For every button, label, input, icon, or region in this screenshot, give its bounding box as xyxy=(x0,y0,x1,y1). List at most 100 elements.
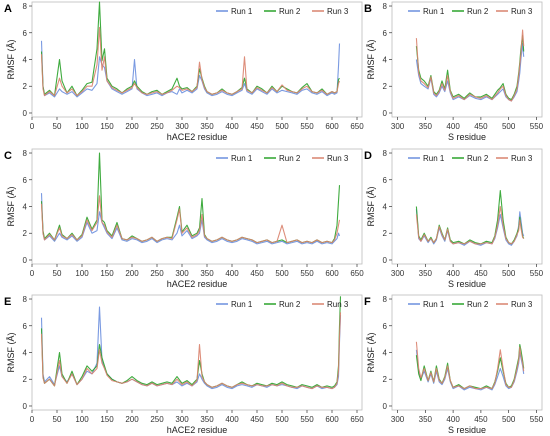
panel-b-y-tick-label: 6 xyxy=(383,29,388,38)
panel-a-x-tick-label: 250 xyxy=(150,122,164,131)
panel-d-legend-label: Run 3 xyxy=(511,154,533,163)
panel-a-plot-frame xyxy=(31,1,363,118)
panel-d-legend: Run 1 Run 2 Run 3 xyxy=(408,154,533,163)
panel-e-legend-label: Run 1 xyxy=(231,300,253,309)
panel-d-plot-frame xyxy=(391,148,543,265)
panel-d-y-axis-title: RMSF (Å) xyxy=(366,187,376,227)
panel-f-letter: F xyxy=(364,296,371,308)
panel-a-x-tick-label: 500 xyxy=(275,122,289,131)
panel-c-x-tick-label: 650 xyxy=(350,269,364,278)
panel-a-x-tick-label: 450 xyxy=(250,122,264,131)
panel-d-x-tick-label: 350 xyxy=(419,269,433,278)
panel-f-x-tick-label: 350 xyxy=(419,415,433,424)
panel-f-series-run-3 xyxy=(415,341,525,390)
panel-e-x-tick-label: 50 xyxy=(53,415,62,424)
panel-a-x-tick-label: 100 xyxy=(75,122,89,131)
panel-e-y-tick-label: 6 xyxy=(23,322,28,331)
panel-e-plot-frame xyxy=(31,294,363,411)
panel-a-x-tick-label: 0 xyxy=(30,122,35,131)
panel-e-series-run-1 xyxy=(40,306,342,390)
panel-b: B 300 350 400 450 500 550 0 2 4 6 8 S residue RMSF (Å… xyxy=(364,1,544,142)
panel-a-y-axis-title: RMSF (Å) xyxy=(6,40,16,80)
panel-d-letter: D xyxy=(364,150,372,162)
panel-b-y-tick-label: 8 xyxy=(383,2,388,11)
panel-f-y-tick-label: 6 xyxy=(383,322,388,331)
panel-f-series-run-1 xyxy=(415,349,525,391)
panel-a-x-tick-label: 400 xyxy=(225,122,239,131)
panel-d-x-tick-label: 550 xyxy=(530,269,544,278)
panel-a-legend-label: Run 2 xyxy=(279,7,301,16)
panel-c-x-tick-label: 250 xyxy=(150,269,164,278)
panel-d-legend-label: Run 1 xyxy=(423,154,445,163)
panel-e-x-tick-label: 450 xyxy=(250,415,264,424)
panel-e-legend: Run 1 Run 2 Run 3 xyxy=(216,300,349,309)
panel-c-x-tick-label: 150 xyxy=(100,269,114,278)
panel-e-legend-label: Run 3 xyxy=(327,300,349,309)
panel-f-legend-label: Run 3 xyxy=(511,300,533,309)
panel-d: D 300 350 400 450 500 550 0 2 4 6 8 S residue RMSF (Å… xyxy=(364,148,544,289)
panel-b-x-axis-title: S residue xyxy=(448,132,486,142)
panel-a-y-tick-label: 8 xyxy=(23,2,28,11)
panel-b-letter: B xyxy=(364,3,372,15)
panel-d-y-tick-label: 4 xyxy=(383,203,388,212)
panel-a-legend-label: Run 3 xyxy=(327,7,349,16)
panel-c-series-run-1 xyxy=(40,193,341,245)
panel-e-x-tick-label: 600 xyxy=(325,415,339,424)
panel-f: F 300 350 400 450 500 550 0 2 4 6 8 S residue RMSF (Å… xyxy=(364,294,544,435)
panel-a-y-tick-label: 2 xyxy=(23,82,28,91)
panel-b-x-tick-label: 550 xyxy=(530,122,544,131)
panel-a-x-tick-label: 600 xyxy=(325,122,339,131)
panel-e-x-tick-label: 200 xyxy=(125,415,139,424)
panel-b-legend: Run 1 Run 2 Run 3 xyxy=(408,7,533,16)
panel-c-x-axis-title: hACE2 residue xyxy=(167,279,228,289)
panel-b-x-tick-label: 350 xyxy=(419,122,433,131)
panel-d-y-tick-label: 6 xyxy=(383,176,388,185)
panel-a-series-run-2 xyxy=(40,1,340,97)
panel-f-series-run-2 xyxy=(415,343,525,390)
panel-f-x-tick-label: 500 xyxy=(502,415,516,424)
panel-a-x-tick-label: 350 xyxy=(200,122,214,131)
panel-a-y-tick-label: 4 xyxy=(23,56,28,65)
panel-b-series-run-1 xyxy=(415,42,525,102)
panel-b-series-run-3 xyxy=(415,29,525,102)
panel-e-series-run-2 xyxy=(40,296,342,388)
panel-d-x-tick-label: 450 xyxy=(474,269,488,278)
panel-c-x-tick-label: 100 xyxy=(75,269,89,278)
panel-f-y-tick-label: 8 xyxy=(383,295,388,304)
panel-f-y-tick-label: 2 xyxy=(383,375,388,384)
panel-c-y-tick-label: 8 xyxy=(23,149,28,158)
panel-f-legend: Run 1 Run 2 Run 3 xyxy=(408,300,533,309)
panel-e-y-tick-label: 4 xyxy=(23,349,28,358)
panel-c-y-axis-title: RMSF (Å) xyxy=(6,187,16,227)
panel-a-x-tick-label: 50 xyxy=(53,122,62,131)
panel-e-x-tick-label: 0 xyxy=(30,415,35,424)
panel-a-x-tick-label: 300 xyxy=(175,122,189,131)
panel-f-legend-label: Run 1 xyxy=(423,300,445,309)
panel-c: C 0 50 100 150 200 250 300 350 400 450 500 550 600 650… xyxy=(4,148,364,289)
panel-e-legend-label: Run 2 xyxy=(279,300,301,309)
panel-a-x-tick-label: 150 xyxy=(100,122,114,131)
panel-b-y-tick-label: 0 xyxy=(383,109,388,118)
panel-b-legend-label: Run 2 xyxy=(467,7,489,16)
panel-d-x-axis-title: S residue xyxy=(448,279,486,289)
panel-c-x-tick-label: 500 xyxy=(275,269,289,278)
panel-c-legend-label: Run 1 xyxy=(231,154,253,163)
panel-c-x-tick-label: 200 xyxy=(125,269,139,278)
panel-e-x-tick-label: 400 xyxy=(225,415,239,424)
panel-e-y-tick-label: 0 xyxy=(23,402,28,411)
panel-d-x-tick-label: 300 xyxy=(391,269,405,278)
panel-e: E 0 50 100 150 200 250 300 350 400 450 500 550 600 650… xyxy=(4,294,364,435)
panel-c-legend-label: Run 2 xyxy=(279,154,301,163)
panel-d-series-run-2 xyxy=(415,189,525,245)
panel-a-legend-label: Run 1 xyxy=(231,7,253,16)
panel-f-y-axis-title: RMSF (Å) xyxy=(366,333,376,373)
panel-a-x-tick-label: 550 xyxy=(300,122,314,131)
panel-e-y-tick-label: 8 xyxy=(23,295,28,304)
panel-b-x-tick-label: 400 xyxy=(446,122,460,131)
panel-e-x-axis-title: hACE2 residue xyxy=(167,425,228,435)
panel-e-x-tick-label: 650 xyxy=(350,415,364,424)
panel-c-legend: Run 1 Run 2 Run 3 xyxy=(216,154,349,163)
panel-e-x-tick-label: 500 xyxy=(275,415,289,424)
panel-b-legend-label: Run 3 xyxy=(511,7,533,16)
